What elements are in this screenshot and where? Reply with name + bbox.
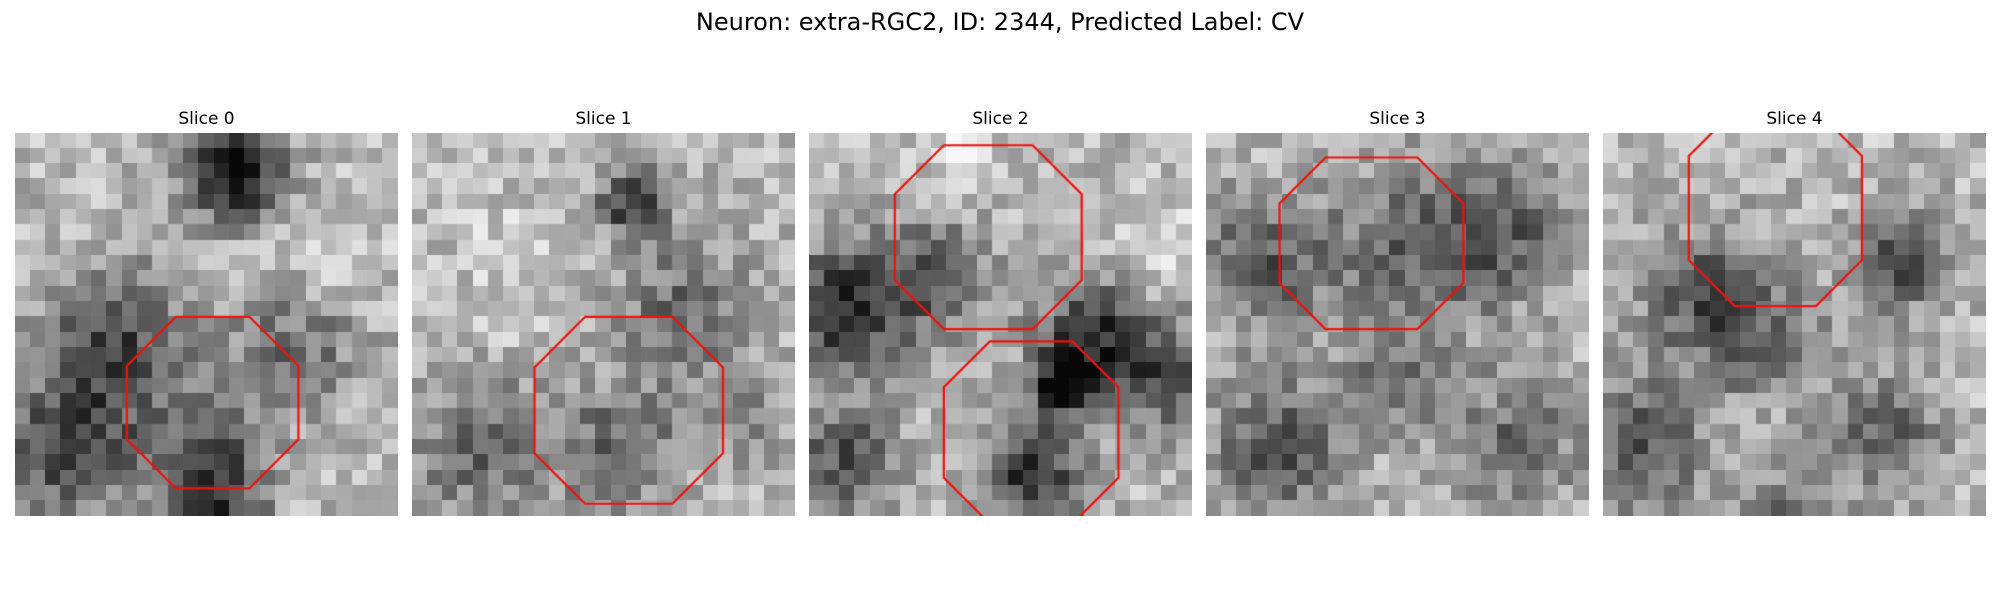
- slice-title: Slice 4: [1766, 109, 1823, 129]
- slice-panel-3: Slice 3: [1206, 108, 1589, 516]
- slice-title: Slice 1: [575, 109, 632, 129]
- slice-image: [809, 133, 1192, 516]
- slice-image: [412, 133, 795, 516]
- slice-panel-0: Slice 0: [15, 108, 398, 516]
- slice-title: Slice 0: [178, 109, 235, 129]
- slice-panel-1: Slice 1: [412, 108, 795, 516]
- slice-panel-2: Slice 2: [809, 108, 1192, 516]
- slice-image: [15, 133, 398, 516]
- slice-image: [1206, 133, 1589, 516]
- figure-title: Neuron: extra-RGC2, ID: 2344, Predicted …: [695, 8, 1305, 36]
- slice-panel-4: Slice 4: [1603, 108, 1986, 516]
- slice-image: [1603, 133, 1986, 516]
- slice-title: Slice 3: [1369, 109, 1426, 129]
- slice-title: Slice 2: [972, 109, 1029, 129]
